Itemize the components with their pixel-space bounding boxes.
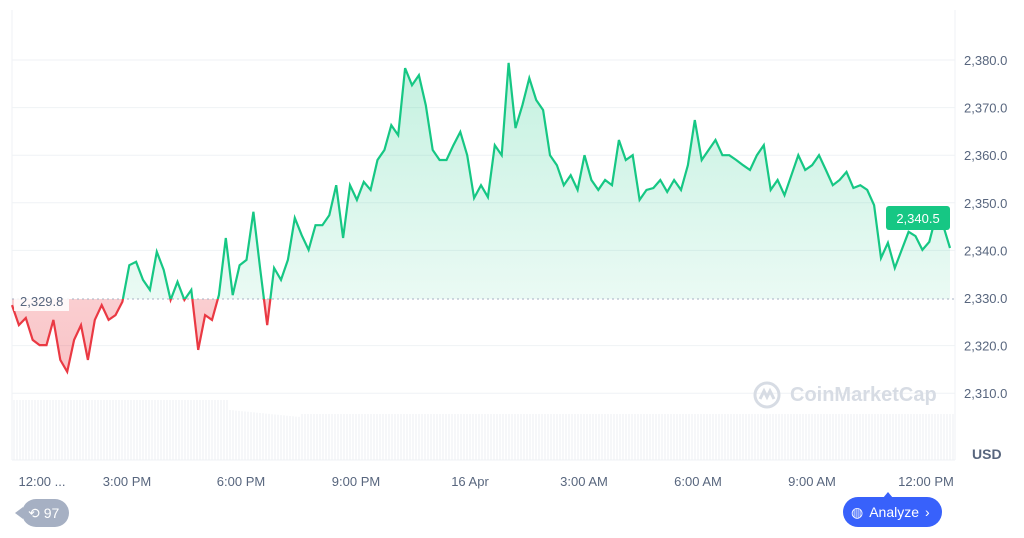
analyze-button[interactable]: ◍ Analyze › [843,492,942,527]
history-icon: ⟲ [28,504,40,521]
currency-label: USD [972,446,1002,462]
price-line-up [121,62,952,299]
y-tick-label: 2,370.0 [964,101,1007,116]
y-tick-label: 2,350.0 [964,196,1007,211]
x-tick-label: 6:00 AM [674,474,722,489]
y-tick-label: 2,320.0 [964,339,1007,354]
coinmarketcap-logo-icon [753,381,781,409]
y-tick-label: 2,360.0 [964,148,1007,163]
x-tick-label: 12:00 PM [898,474,954,489]
y-tick-label: 2,380.0 [964,53,1007,68]
x-tick-label: 3:00 PM [103,474,151,489]
baseline-label: 2,329.8 [14,292,70,311]
y-tick-label: 2,310.0 [964,386,1007,401]
area-fill-up [12,62,950,299]
x-tick-label: 16 Apr [451,474,489,489]
x-tick-label: 12:00 ... [19,474,66,489]
y-tick-label: 2,330.0 [964,291,1007,306]
x-tick-label: 3:00 AM [560,474,608,489]
last-price-label: 2,340.5 [886,206,950,230]
y-tick-label: 2,340.0 [964,243,1007,258]
chevron-right-icon: › [925,504,930,520]
history-button[interactable]: ⟲ 97 [14,499,70,527]
x-tick-label: 9:00 PM [332,474,380,489]
x-tick-label: 6:00 PM [217,474,265,489]
coinmarketcap-watermark: CoinMarketCap [752,380,937,410]
x-tick-label: 9:00 AM [788,474,836,489]
area-fill-down [12,299,271,372]
ai-chat-icon: ◍ [851,503,864,520]
